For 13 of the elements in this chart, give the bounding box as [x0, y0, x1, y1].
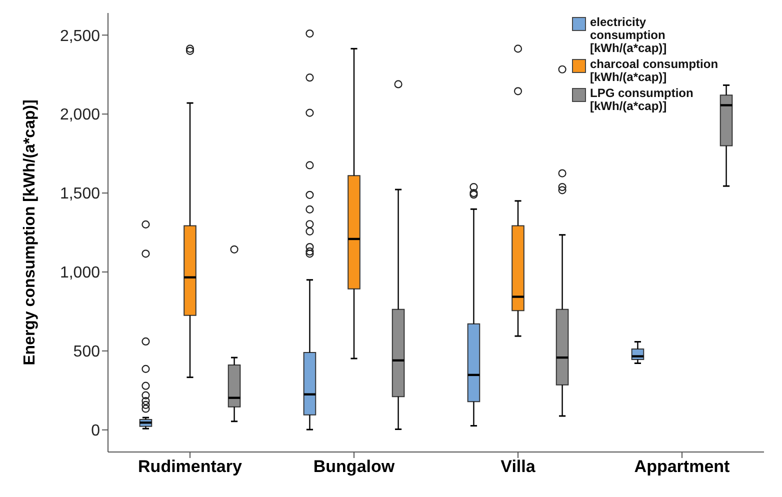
y-tick-label: 1,000	[60, 264, 100, 282]
y-tick-label: 2,500	[60, 28, 100, 45]
y-axis-title: Energy consumption [kWh/(a*cap)]	[22, 100, 39, 366]
x-tick-label: Appartment	[634, 457, 730, 476]
y-tick-label: 2,000	[60, 106, 100, 124]
y-tick-label: 1,500	[60, 186, 100, 203]
x-tick-label: Rudimentary	[138, 457, 242, 476]
x-tick-label: Bungalow	[313, 457, 396, 476]
legend-label: charcoal consumption [kWh/(a*cap)]	[590, 57, 720, 84]
y-tick-label: 0	[91, 422, 100, 440]
x-tick-label: Villa	[500, 457, 536, 476]
legend-label: LPG consumption [kWh/(a*cap)]	[590, 86, 694, 113]
y-tick-label: 500	[73, 344, 100, 361]
